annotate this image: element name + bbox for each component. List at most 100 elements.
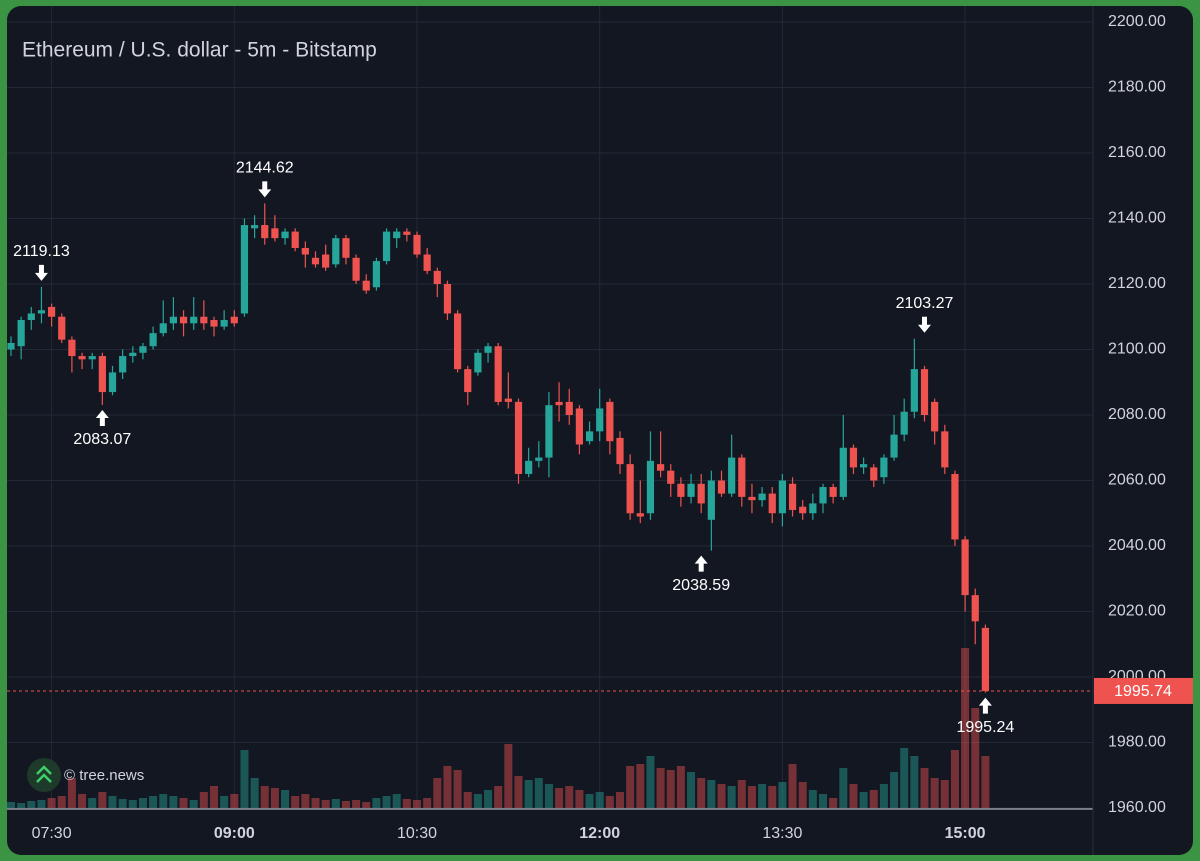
candle-body [291,231,299,248]
volume-bar [453,770,462,808]
candle-body [707,480,715,520]
candle-body [48,306,56,317]
volume-bar [311,798,320,808]
volume-bar [118,799,127,808]
candle-body [616,437,624,465]
annotation-arrow [258,181,272,198]
volume-bar [616,792,624,808]
candle-body [271,228,279,239]
volume-bar [778,782,787,808]
volume-bar [291,796,300,808]
candle-body [585,431,594,442]
volume-bar [819,794,827,808]
candle-body [372,261,380,288]
candle-body [565,401,573,415]
volume-bar [473,794,482,808]
candle-body [108,372,117,393]
last-price-box [1094,677,1193,704]
y-tick-label: 1960.00 [1108,799,1166,816]
annotation-label: 1995.24 [956,719,1014,736]
volume-bar [189,800,198,808]
volume-bar [443,766,452,808]
volume-bar [220,796,229,808]
volume-bar [676,766,685,808]
y-tick-label: 2140.00 [1108,210,1166,227]
candle-body [931,401,939,432]
volume [7,648,990,808]
candle-body [7,342,15,350]
y-tick-label: 2060.00 [1108,472,1166,489]
annotation-label: 2038.59 [672,577,730,594]
y-tick-label: 2100.00 [1108,341,1166,358]
volume-bar [250,778,259,808]
volume-bar [281,790,290,808]
candle-body [484,346,492,353]
candle-body [464,369,472,393]
candle-body [301,247,309,255]
candle-body [129,352,137,357]
volume-bar [47,798,56,808]
volume-bar [423,798,432,808]
volume-bar [179,798,188,808]
volume-bar [961,648,970,808]
volume-bar [707,780,716,808]
volume-bar [839,768,848,808]
volume-bar [270,788,279,808]
volume-bar [544,784,553,808]
volume-bar [199,792,208,808]
y-tick-label: 2180.00 [1108,79,1166,96]
candle-body [778,480,786,514]
candle-body [809,503,817,514]
candle-body [799,506,807,514]
candle-body [169,316,177,324]
x-tick-label: 09:00 [214,825,255,842]
candles [7,203,989,693]
volume-bar [910,756,919,808]
candle-body [697,483,705,504]
volume-bar [169,796,178,808]
volume-bar [372,798,381,808]
candle-body [514,401,523,474]
candle-body [37,310,46,314]
candle-body [920,369,929,415]
volume-bar [849,784,858,808]
candle-body [900,411,908,435]
candle-body [788,483,797,510]
volume-bar [920,768,929,808]
volume-bar [341,801,350,808]
candle-body [717,480,726,494]
volume-bar [646,756,655,808]
volume-bar [555,788,564,808]
x-tick-label: 15:00 [945,825,986,842]
candle-body [829,487,837,497]
volume-bar [260,786,269,808]
annotation-arrow [34,264,48,281]
candle-body [961,539,969,596]
candle-body [677,483,685,497]
candle-body [281,231,289,239]
annotation-arrow [694,555,708,572]
candle-body [17,320,25,347]
candle-body [981,627,989,691]
candle-body [139,346,147,353]
candle-body [78,356,86,360]
candle-body [413,234,421,255]
candle-body [27,313,35,321]
y-tick-label: 1980.00 [1108,734,1166,751]
volume-bar [108,796,117,808]
volume-bar [768,786,777,808]
candle-body [433,270,441,284]
volume-bar [575,790,584,808]
candle-body [870,467,878,481]
x-tick-label: 12:00 [579,825,620,842]
candle-body [525,460,533,474]
candle-body [545,405,553,458]
candle-body [768,493,776,514]
volume-bar [758,784,767,808]
annotation-label: 2119.13 [13,243,70,260]
volume-bar [67,778,76,808]
volume-bar [57,796,66,808]
volume-bar [88,798,97,808]
annotation-label: 2083.07 [73,431,131,448]
